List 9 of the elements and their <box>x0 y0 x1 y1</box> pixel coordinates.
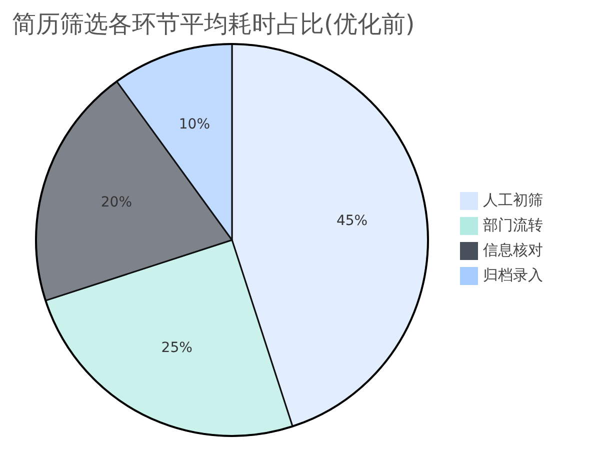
data-label: 45% <box>336 212 368 229</box>
chart-title: 简历筛选各环节平均耗时占比(优化前) <box>12 10 415 38</box>
data-label: 25% <box>161 340 192 356</box>
legend-label: 人工初筛 <box>483 191 543 210</box>
legend-label: 部门流转 <box>483 216 543 234</box>
data-label: 10% <box>178 116 210 132</box>
legend-label: 归档录入 <box>483 266 543 284</box>
data-label: 20% <box>100 194 132 210</box>
legend-label: 信息核对 <box>483 241 543 260</box>
